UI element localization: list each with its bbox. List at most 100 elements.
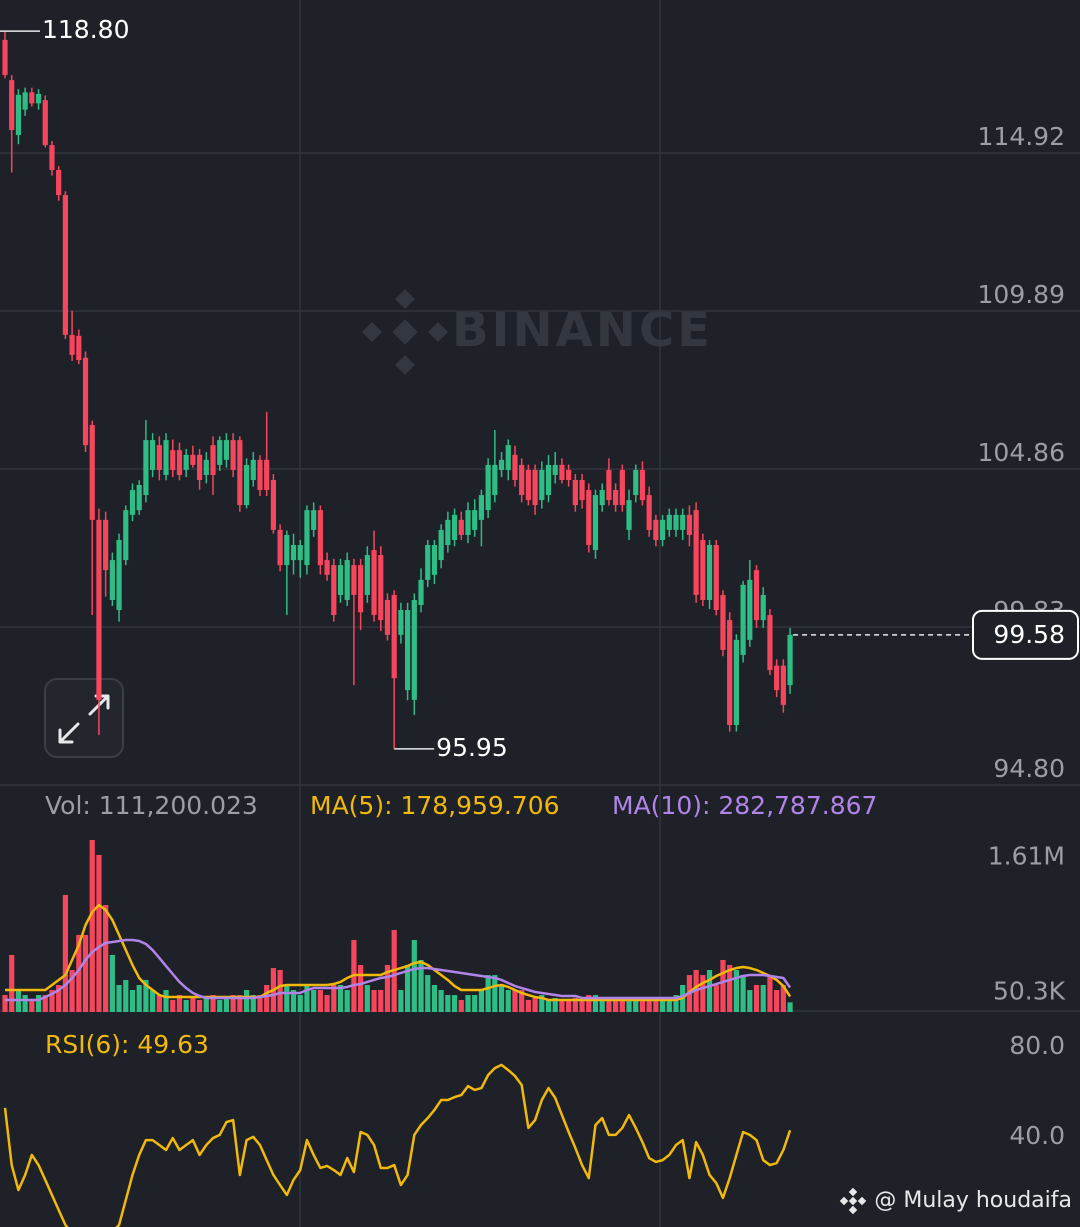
candle-body: [22, 92, 28, 110]
candle-body: [150, 440, 156, 470]
candle-body: [42, 100, 48, 146]
candle-body: [103, 519, 109, 571]
candle-body: [431, 545, 438, 575]
volume-bar: [317, 990, 323, 1012]
candle-body: [270, 479, 276, 530]
volume-bar: [458, 999, 464, 1012]
candle-body: [411, 599, 417, 700]
volume-bar: [626, 997, 632, 1012]
volume-bar: [405, 964, 411, 1012]
candle-body: [505, 445, 511, 470]
volume-bar: [465, 995, 471, 1012]
candle-body: [351, 565, 357, 595]
volume-bar: [183, 999, 189, 1012]
volume-bar: [277, 970, 283, 1012]
volume-bar: [733, 970, 739, 1012]
candle-body: [15, 94, 22, 136]
candle-body: [572, 479, 578, 506]
candle-body: [673, 514, 679, 530]
candle-body: [49, 145, 55, 170]
volume-bar: [49, 990, 55, 1012]
candle-body: [639, 469, 646, 501]
volume-bar: [35, 995, 42, 1012]
candle-body: [700, 539, 706, 600]
candle-body: [478, 495, 485, 520]
volume-bar: [666, 997, 672, 1012]
volume-bar: [324, 995, 330, 1012]
candle-body: [304, 510, 310, 566]
candle-body: [89, 425, 95, 520]
candle-body: [451, 514, 458, 540]
volume-bar: [96, 854, 102, 1012]
volume-bar: [223, 997, 230, 1012]
candle-body: [532, 469, 538, 506]
candle-body: [190, 454, 196, 465]
volume-bar: [237, 995, 243, 1012]
volume-bar: [203, 997, 209, 1012]
candle-body: [646, 495, 652, 530]
candle-body: [129, 490, 136, 515]
volume-bar: [774, 990, 780, 1012]
volume-bar: [747, 990, 753, 1012]
candle-body: [613, 490, 619, 506]
candle-body: [358, 565, 364, 613]
volume-bar: [545, 999, 552, 1012]
volume-bar: [163, 990, 169, 1012]
volume-bar: [512, 990, 518, 1012]
candle-body: [653, 519, 659, 540]
candle-body: [123, 510, 129, 561]
volume-bar: [780, 984, 786, 1012]
volume-bar: [431, 984, 438, 1012]
candle-body: [337, 565, 344, 595]
candle-body: [136, 485, 142, 511]
volume-bar: [358, 964, 364, 1012]
candle-body: [599, 490, 605, 506]
volume-bar: [304, 984, 310, 1012]
volume-bar: [250, 995, 256, 1012]
low-marker-label: 95.95: [436, 733, 508, 762]
expand-button-box[interactable]: [44, 678, 124, 758]
candle-body: [237, 440, 243, 506]
ma-line: [5, 903, 792, 1002]
volume-bar: [69, 970, 75, 1012]
volume-bar: [371, 990, 377, 1012]
rsi-line: [3, 1063, 792, 1227]
volume-bar: [646, 999, 652, 1012]
volume-bar: [116, 984, 122, 1012]
volume-bar: [579, 999, 585, 1012]
volume-bar: [56, 984, 62, 1012]
candle-body: [324, 560, 330, 575]
volume-bar: [230, 995, 236, 1012]
candle-body: [747, 579, 753, 640]
candle-body: [277, 529, 283, 566]
candle-body: [196, 454, 203, 480]
expand-button[interactable]: [44, 678, 124, 758]
volume-bar: [552, 997, 558, 1012]
candle-body: [210, 445, 216, 475]
ma10-legend: MA(10): 282,787.867: [612, 791, 877, 820]
candle-body: [364, 555, 370, 595]
volume-bar: [639, 999, 646, 1012]
volume-bar: [136, 984, 142, 1012]
candle-body: [438, 529, 444, 561]
candle-body: [62, 195, 68, 335]
volume-bar: [525, 999, 531, 1012]
candle-body: [243, 464, 250, 506]
volume-bar: [485, 975, 491, 1012]
volume-bar: [787, 1002, 793, 1012]
candle-body: [727, 620, 733, 726]
last-price-box: [972, 609, 1079, 660]
candle-body: [458, 519, 464, 535]
volume-bar: [337, 984, 344, 1012]
candle-body: [82, 357, 89, 446]
candle-body: [767, 615, 773, 671]
candle-body: [29, 92, 35, 104]
candle-body: [331, 565, 337, 616]
credit: @ Mulay houdaifa: [839, 1187, 1072, 1215]
volume-bar: [103, 905, 109, 1012]
candle-body: [545, 464, 552, 496]
volume-bar: [284, 984, 290, 1012]
candle-body: [223, 440, 230, 460]
candle-body: [525, 469, 531, 501]
